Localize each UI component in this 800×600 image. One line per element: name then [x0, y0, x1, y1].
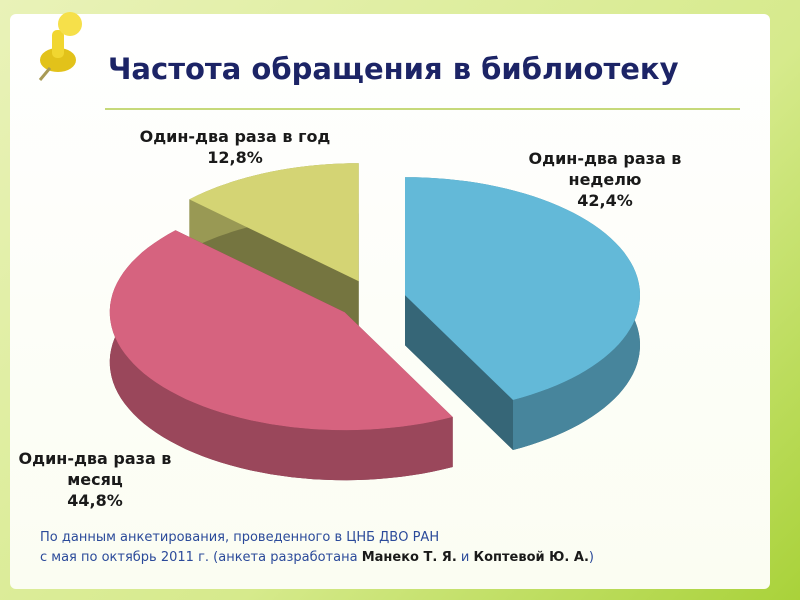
slice-wall	[405, 295, 513, 450]
pie-slice	[109, 230, 453, 481]
slice-wall	[189, 199, 359, 332]
slice-rim	[109, 230, 453, 481]
chart-title: Частота обращения в библиотеку	[108, 52, 679, 86]
footnote: По данным анкетирования, проведенного в …	[40, 528, 594, 568]
category-label: Один-два раза в неделю	[528, 149, 682, 189]
value-label: 12,8%	[207, 148, 263, 167]
footnote-line: По данным анкетирования, проведенного в …	[40, 528, 594, 548]
footnote-text: с мая по октябрь 2011 г. (анкета разрабо…	[40, 550, 362, 565]
category-label: Один-два раза в год	[139, 127, 331, 146]
value-label: 44,8%	[67, 491, 123, 510]
slice-label: Один-два раза в неделю 42,4%	[520, 148, 690, 211]
slice-top	[189, 163, 359, 282]
footnote-text: )	[588, 550, 594, 565]
title-rule	[105, 108, 740, 110]
pie-slice	[405, 177, 640, 450]
footnote-author: Коптевой Ю. А.	[473, 550, 589, 565]
slice-label: Один-два раза в год 12,8%	[100, 126, 370, 168]
slice-top	[405, 177, 640, 400]
value-label: 42,4%	[577, 191, 633, 210]
slice-label: Один-два раза в месяц 44,8%	[5, 448, 185, 511]
footnote-line: с мая по октябрь 2011 г. (анкета разрабо…	[40, 548, 594, 568]
footnote-text: и	[456, 550, 474, 565]
category-label: Один-два раза в месяц	[18, 449, 172, 489]
footnote-author: Манеко Т. Я.	[361, 550, 457, 565]
footnote-text: По данным анкетирования, проведенного в …	[40, 530, 440, 545]
slice-top	[109, 230, 453, 431]
